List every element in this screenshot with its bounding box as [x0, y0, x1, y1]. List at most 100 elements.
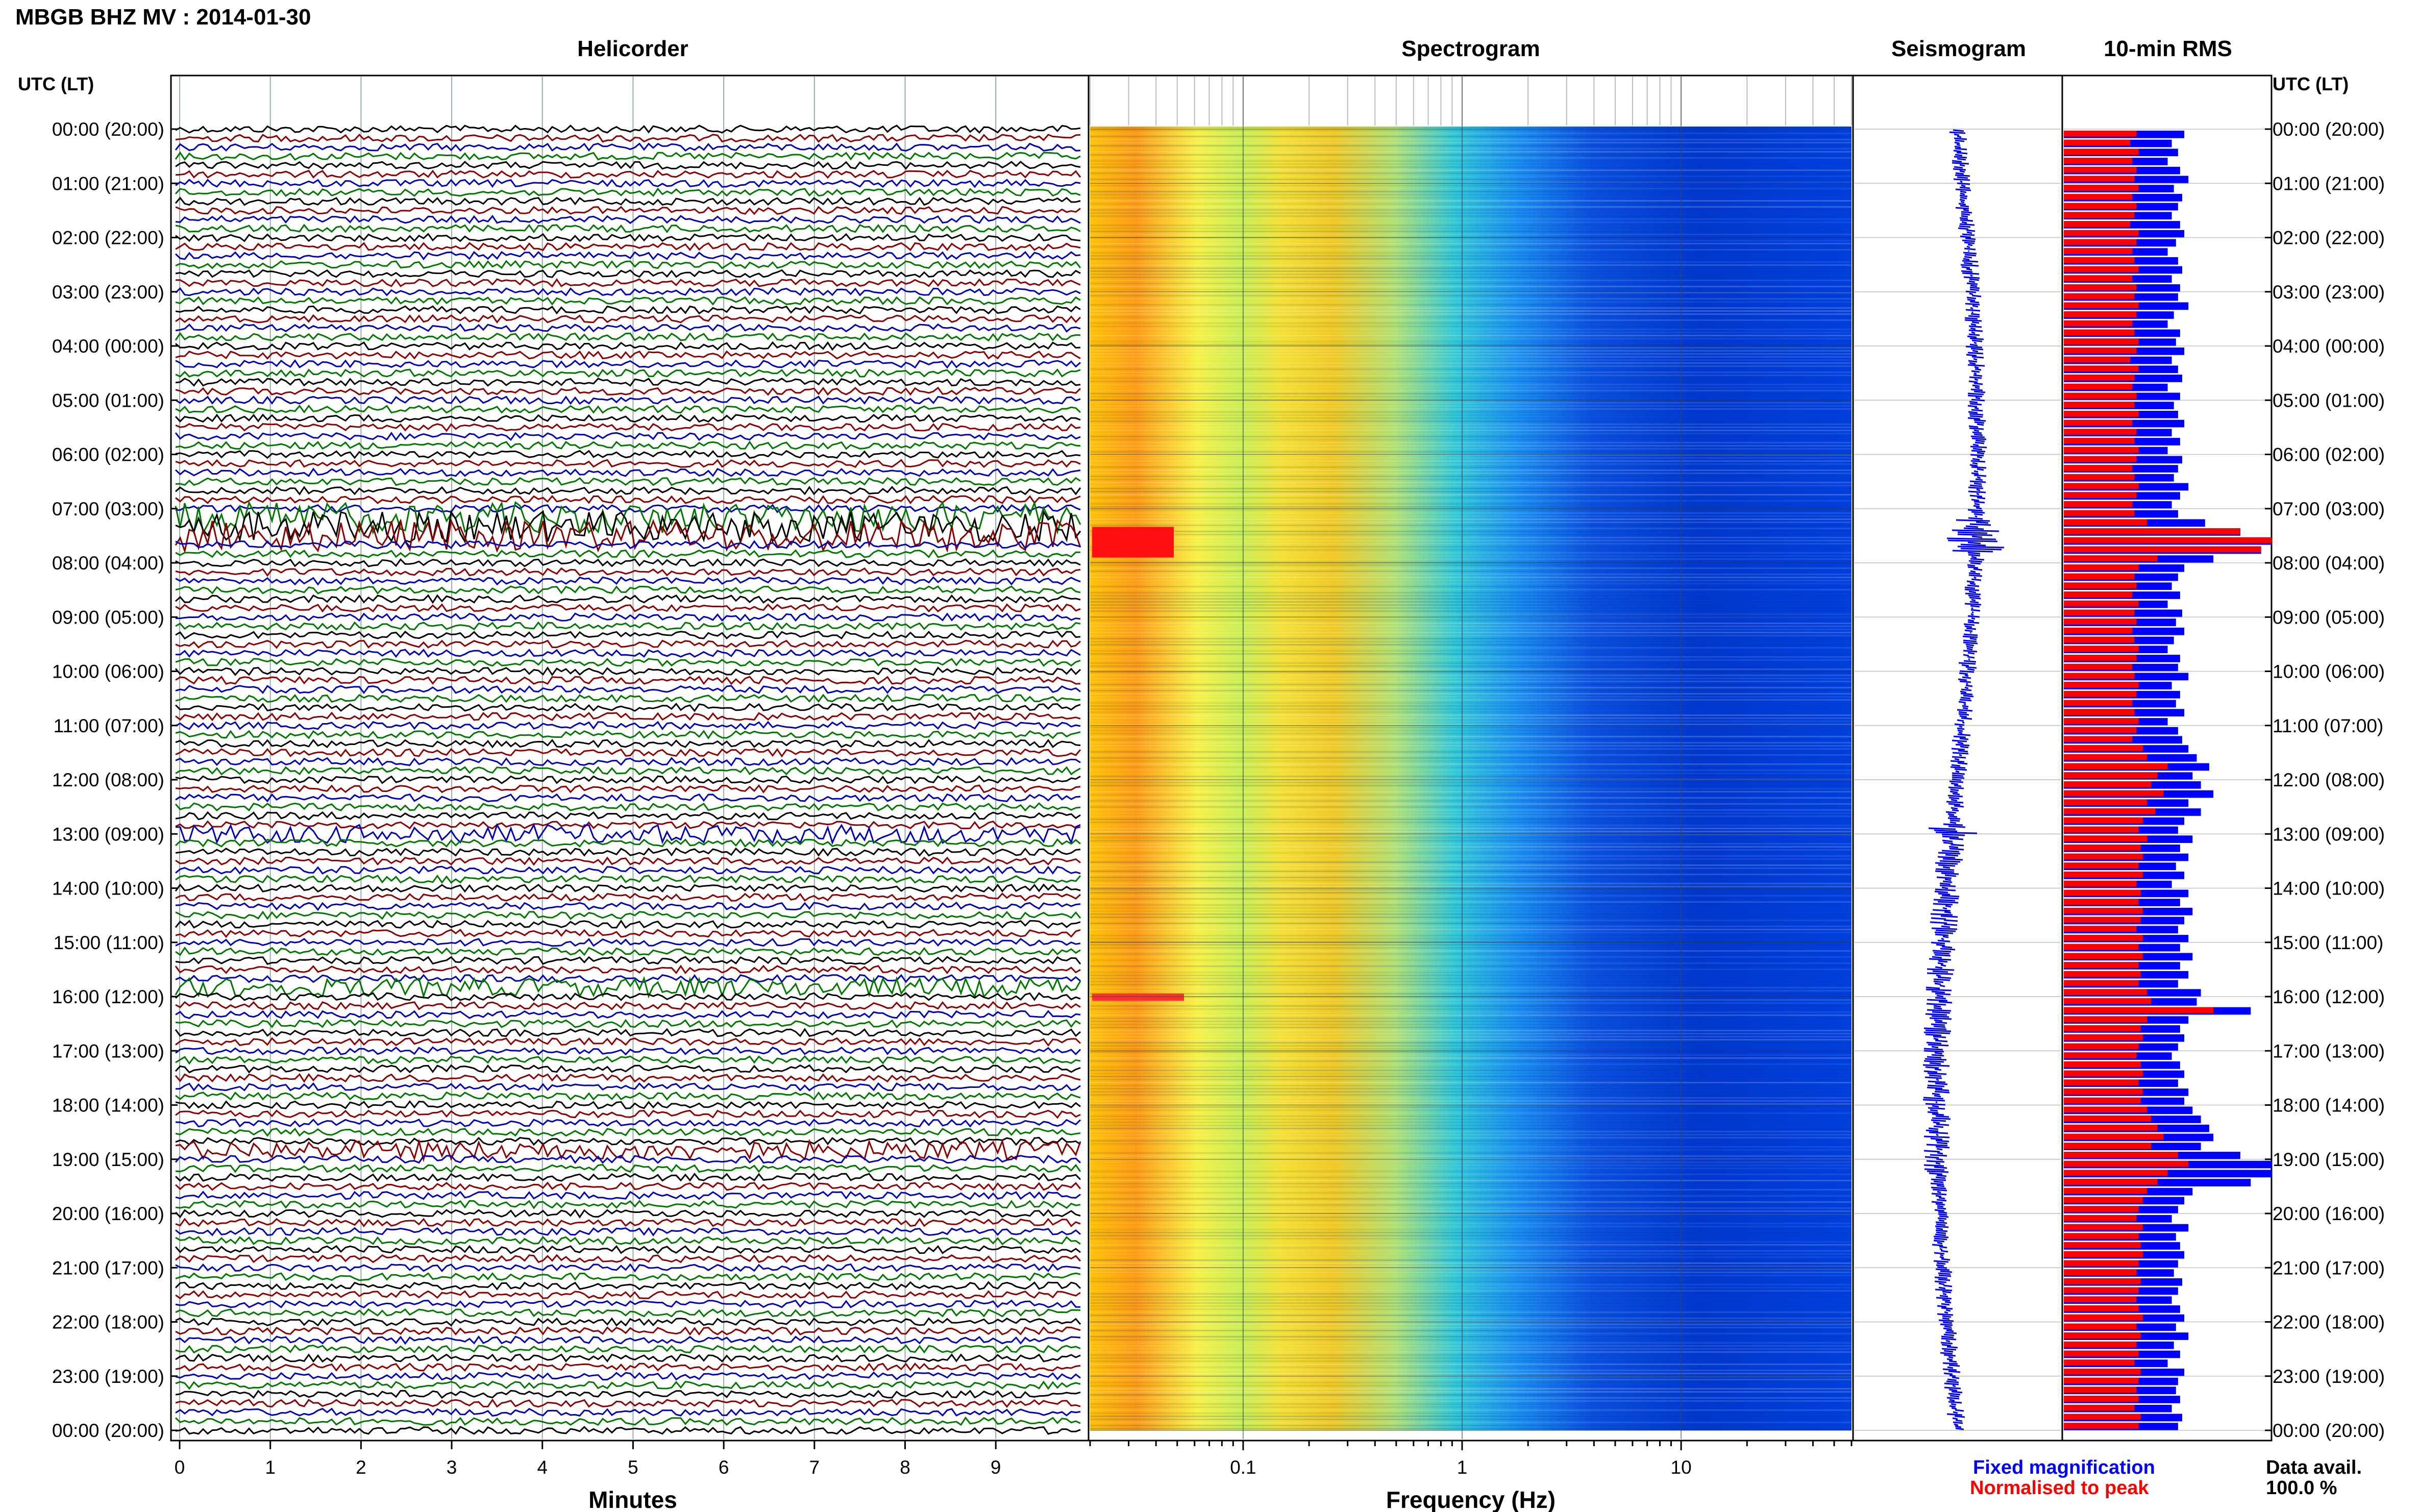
- helicorder-trace: [175, 874, 1081, 884]
- spectrogram-row: [1090, 1116, 1852, 1117]
- helicorder-trace: [175, 820, 1081, 830]
- helicorder-trace: [175, 1326, 1081, 1336]
- spectrogram-row: [1090, 1119, 1852, 1120]
- rms-bar-normalised: [2064, 1287, 2139, 1294]
- helicorder-x-tick-label: 9: [991, 1457, 1001, 1478]
- rms-bar-normalised: [2064, 266, 2139, 272]
- spectrogram-row: [1090, 540, 1852, 541]
- spectrogram-row: [1090, 313, 1852, 315]
- spectrogram-row: [1090, 1299, 1852, 1301]
- time-tick-left: 06:00 (02:00): [52, 444, 164, 465]
- spectrogram-row: [1090, 681, 1852, 682]
- spectrogram-row: [1090, 1143, 1852, 1145]
- spectrogram-row: [1090, 277, 1852, 278]
- spectrogram-row: [1090, 1373, 1852, 1374]
- spectrogram-row: [1090, 766, 1852, 768]
- time-tick-right: 07:00 (03:00): [2273, 499, 2385, 519]
- helicorder-trace: [175, 242, 1081, 252]
- spectrogram-row: [1090, 1327, 1852, 1328]
- spectrogram-row: [1090, 555, 1852, 557]
- spectrogram-row: [1090, 411, 1852, 413]
- spectrogram-row: [1090, 1272, 1852, 1273]
- spectrogram-row: [1090, 270, 1852, 272]
- spectrogram-row: [1090, 926, 1852, 927]
- helicorder-trace: [175, 956, 1081, 965]
- helicorder-trace: [175, 621, 1081, 631]
- spectrogram-row: [1090, 1394, 1852, 1396]
- rms-bar-normalised: [2064, 872, 2143, 878]
- time-tick-left: 04:00 (00:00): [52, 336, 164, 357]
- rms-bar-normalised: [2064, 609, 2135, 616]
- spectrogram-row: [1090, 711, 1852, 713]
- spectrogram-row: [1090, 613, 1852, 615]
- spectrogram-row: [1090, 721, 1852, 722]
- spectrogram-row: [1090, 393, 1852, 394]
- helicorder-trace: [175, 639, 1081, 649]
- spectrogram-row: [1090, 1388, 1852, 1390]
- spectrogram-row: [1090, 1348, 1852, 1350]
- spectrogram-row: [1090, 1192, 1852, 1194]
- spectrogram-row: [1090, 350, 1852, 352]
- helicorder-trace: [175, 477, 1081, 486]
- rms-bar-normalised: [2064, 320, 2133, 327]
- time-axis-left: 00:00 (20:00) 01:00 (21:00) 02:00 (22:00) 0…: [52, 119, 178, 1441]
- seismogram-trace: [1922, 129, 2005, 1430]
- helicorder-trace: [175, 1371, 1081, 1381]
- spectrogram-row: [1090, 672, 1852, 673]
- time-tick-right: 18:00 (14:00): [2273, 1095, 2385, 1116]
- spectrogram-row: [1090, 1060, 1852, 1062]
- rms-bar-normalised: [2064, 1260, 2139, 1267]
- spectrogram-row: [1090, 267, 1852, 269]
- spectrogram-row: [1090, 1024, 1852, 1025]
- spectrogram-row: [1090, 1275, 1852, 1276]
- spectrogram-row: [1090, 148, 1852, 150]
- spectrogram-row: [1090, 1048, 1852, 1050]
- spectrogram-row: [1090, 473, 1852, 474]
- helicorder-trace: [175, 1235, 1081, 1246]
- spectrogram-row: [1090, 1357, 1852, 1359]
- spectrogram-row: [1090, 773, 1852, 774]
- spectrogram-row: [1090, 356, 1852, 358]
- helicorder-trace: [175, 730, 1081, 740]
- spectrogram-row: [1090, 852, 1852, 854]
- spectrogram-row: [1090, 690, 1852, 691]
- spectrogram-row: [1090, 258, 1852, 260]
- helicorder-trace: [175, 649, 1081, 658]
- helicorder-trace: [175, 1390, 1081, 1399]
- spectrogram-row: [1090, 414, 1852, 416]
- helicorder-trace: [175, 658, 1081, 667]
- helicorder-trace: [175, 1037, 1081, 1047]
- spectrogram-row: [1090, 619, 1852, 621]
- spectrogram-row: [1090, 1422, 1852, 1423]
- spectrogram-row: [1090, 298, 1852, 300]
- spectrogram-row: [1090, 1296, 1852, 1298]
- helicorder-trace: [175, 1416, 1081, 1426]
- spectrogram-row: [1090, 1232, 1852, 1233]
- spectrogram-row: [1090, 353, 1852, 355]
- rms-bar-normalised: [2064, 311, 2137, 317]
- spectrogram-row: [1090, 972, 1852, 973]
- rms-bar-normalised: [2064, 492, 2137, 499]
- spectrogram-row: [1090, 638, 1852, 639]
- rms-bar-normalised: [2064, 501, 2133, 507]
- spectrogram-row: [1090, 457, 1852, 459]
- spectrogram-row: [1090, 1112, 1852, 1114]
- helicorder-trace: [175, 413, 1081, 423]
- spectrogram-row: [1090, 319, 1852, 321]
- helicorder-trace: [175, 1138, 1081, 1162]
- spectrogram-row: [1090, 347, 1852, 349]
- spectrogram-row: [1090, 883, 1852, 884]
- rms-bar-normalised: [2064, 935, 2143, 941]
- spectrogram-row: [1090, 1281, 1852, 1282]
- spectrogram-row: [1090, 1189, 1852, 1191]
- helicorder-trace: [175, 910, 1081, 920]
- spectrogram-row: [1090, 488, 1852, 489]
- spectrogram-row: [1090, 130, 1852, 131]
- rms-bar-normalised: [2064, 573, 2135, 580]
- time-tick-right: 08:00 (04:00): [2273, 553, 2385, 574]
- rms-bar-normalised: [2064, 158, 2133, 164]
- spectrogram-row: [1090, 586, 1852, 587]
- spectrogram-row: [1090, 1391, 1852, 1393]
- spectrogram-row: [1090, 1125, 1852, 1126]
- helicorder-trace: [175, 395, 1081, 405]
